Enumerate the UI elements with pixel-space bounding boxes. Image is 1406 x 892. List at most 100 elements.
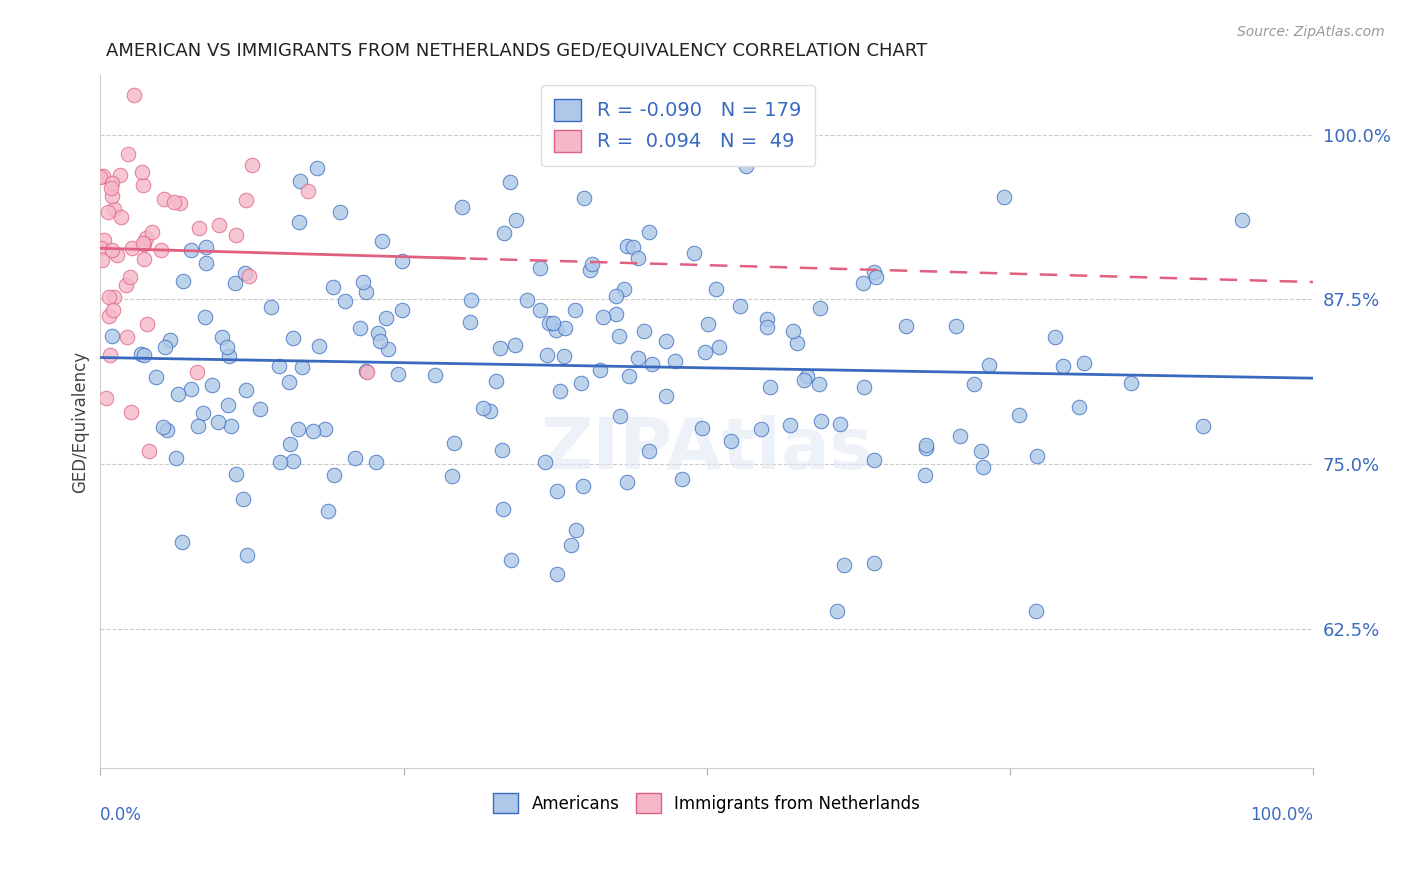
Point bbox=[1069, 400, 1091, 414]
Point bbox=[693, 344, 716, 359]
Point bbox=[664, 353, 686, 368]
Point bbox=[1191, 418, 1213, 433]
Point bbox=[852, 380, 875, 394]
Point bbox=[191, 406, 214, 420]
Point bbox=[364, 455, 387, 469]
Point bbox=[207, 415, 229, 429]
Point bbox=[676, 147, 699, 161]
Point bbox=[616, 239, 638, 253]
Point bbox=[993, 190, 1015, 204]
Point bbox=[440, 469, 463, 483]
Point bbox=[145, 370, 167, 384]
Point bbox=[391, 253, 413, 268]
Point bbox=[613, 282, 636, 296]
Point bbox=[970, 444, 993, 458]
Point bbox=[155, 340, 177, 354]
Point bbox=[132, 236, 155, 251]
Point bbox=[541, 317, 564, 331]
Point bbox=[756, 312, 779, 326]
Text: 100.0%: 100.0% bbox=[1250, 805, 1313, 824]
Point bbox=[1052, 359, 1074, 373]
Point bbox=[949, 429, 972, 443]
Point bbox=[945, 319, 967, 334]
Point bbox=[963, 377, 986, 392]
Point bbox=[1230, 212, 1253, 227]
Point bbox=[810, 414, 832, 428]
Point bbox=[827, 604, 849, 618]
Point bbox=[671, 472, 693, 486]
Point bbox=[581, 257, 603, 271]
Point bbox=[260, 300, 283, 314]
Point bbox=[977, 358, 1000, 372]
Point bbox=[862, 556, 884, 570]
Point bbox=[166, 387, 188, 401]
Point bbox=[759, 380, 782, 394]
Point bbox=[108, 169, 131, 183]
Point bbox=[98, 309, 121, 323]
Point bbox=[654, 389, 676, 403]
Point bbox=[349, 321, 371, 335]
Point bbox=[101, 303, 124, 318]
Point bbox=[283, 454, 305, 468]
Point bbox=[117, 147, 139, 161]
Point bbox=[287, 422, 309, 436]
Point bbox=[692, 421, 714, 435]
Point bbox=[101, 189, 124, 203]
Point bbox=[696, 317, 718, 331]
Point bbox=[344, 450, 367, 465]
Point bbox=[501, 553, 523, 567]
Point bbox=[560, 538, 582, 552]
Point bbox=[233, 267, 256, 281]
Point bbox=[546, 323, 568, 337]
Point bbox=[682, 245, 704, 260]
Legend: Americans, Immigrants from Netherlands: Americans, Immigrants from Netherlands bbox=[485, 785, 929, 822]
Point bbox=[605, 307, 627, 321]
Point bbox=[572, 191, 595, 205]
Point bbox=[749, 422, 772, 436]
Point bbox=[238, 268, 260, 283]
Point bbox=[371, 235, 394, 249]
Point bbox=[443, 436, 465, 450]
Point bbox=[914, 438, 936, 452]
Point bbox=[863, 453, 886, 467]
Point bbox=[278, 437, 301, 451]
Point bbox=[118, 269, 141, 284]
Point bbox=[90, 241, 112, 255]
Point bbox=[808, 301, 831, 315]
Point bbox=[138, 444, 160, 458]
Point bbox=[323, 468, 346, 483]
Point bbox=[1026, 449, 1049, 463]
Point bbox=[505, 213, 527, 227]
Point bbox=[124, 87, 146, 102]
Point bbox=[779, 417, 801, 432]
Point bbox=[537, 316, 560, 330]
Point bbox=[97, 289, 120, 303]
Point bbox=[471, 401, 494, 415]
Point bbox=[211, 330, 233, 344]
Point bbox=[460, 293, 482, 308]
Point bbox=[152, 420, 174, 434]
Point bbox=[225, 227, 247, 242]
Point bbox=[972, 460, 994, 475]
Point bbox=[89, 170, 111, 185]
Point bbox=[201, 378, 224, 392]
Point bbox=[269, 455, 291, 469]
Point bbox=[499, 175, 522, 189]
Point bbox=[121, 241, 143, 255]
Point bbox=[834, 558, 856, 572]
Point bbox=[224, 277, 246, 291]
Point bbox=[354, 285, 377, 299]
Point bbox=[120, 404, 142, 418]
Point bbox=[235, 194, 257, 208]
Point bbox=[1121, 376, 1143, 391]
Point bbox=[219, 418, 242, 433]
Point bbox=[572, 478, 595, 492]
Point bbox=[458, 315, 481, 329]
Point bbox=[554, 321, 576, 335]
Point bbox=[863, 264, 886, 278]
Point bbox=[852, 276, 875, 290]
Point bbox=[218, 349, 240, 363]
Point bbox=[546, 483, 568, 498]
Point bbox=[225, 467, 247, 481]
Point bbox=[579, 263, 602, 277]
